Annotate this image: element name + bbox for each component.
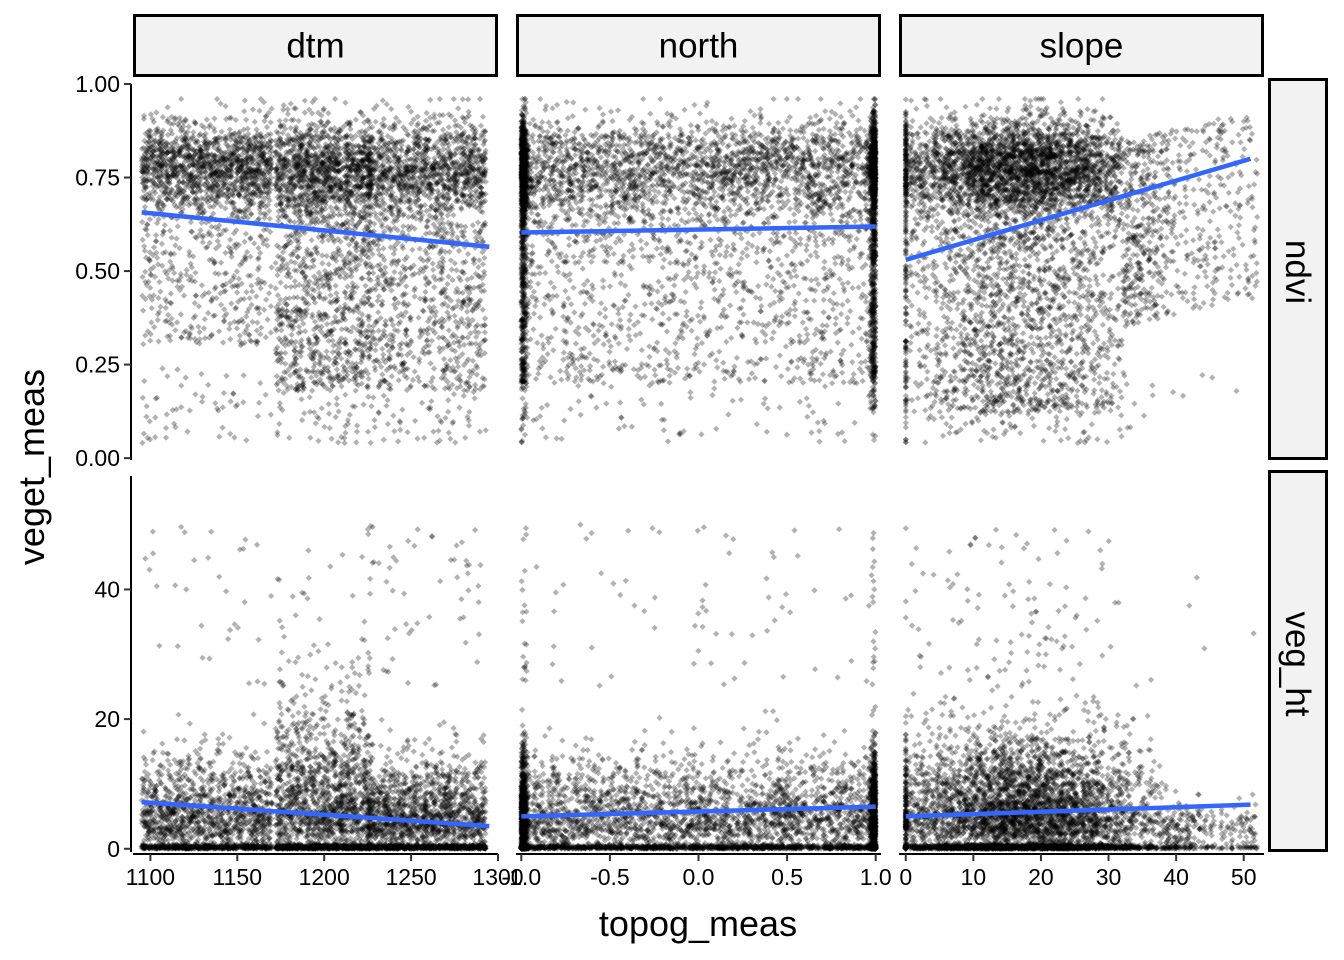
panel-ndvi-dtm [133,84,498,460]
panels-layer [133,84,1264,852]
